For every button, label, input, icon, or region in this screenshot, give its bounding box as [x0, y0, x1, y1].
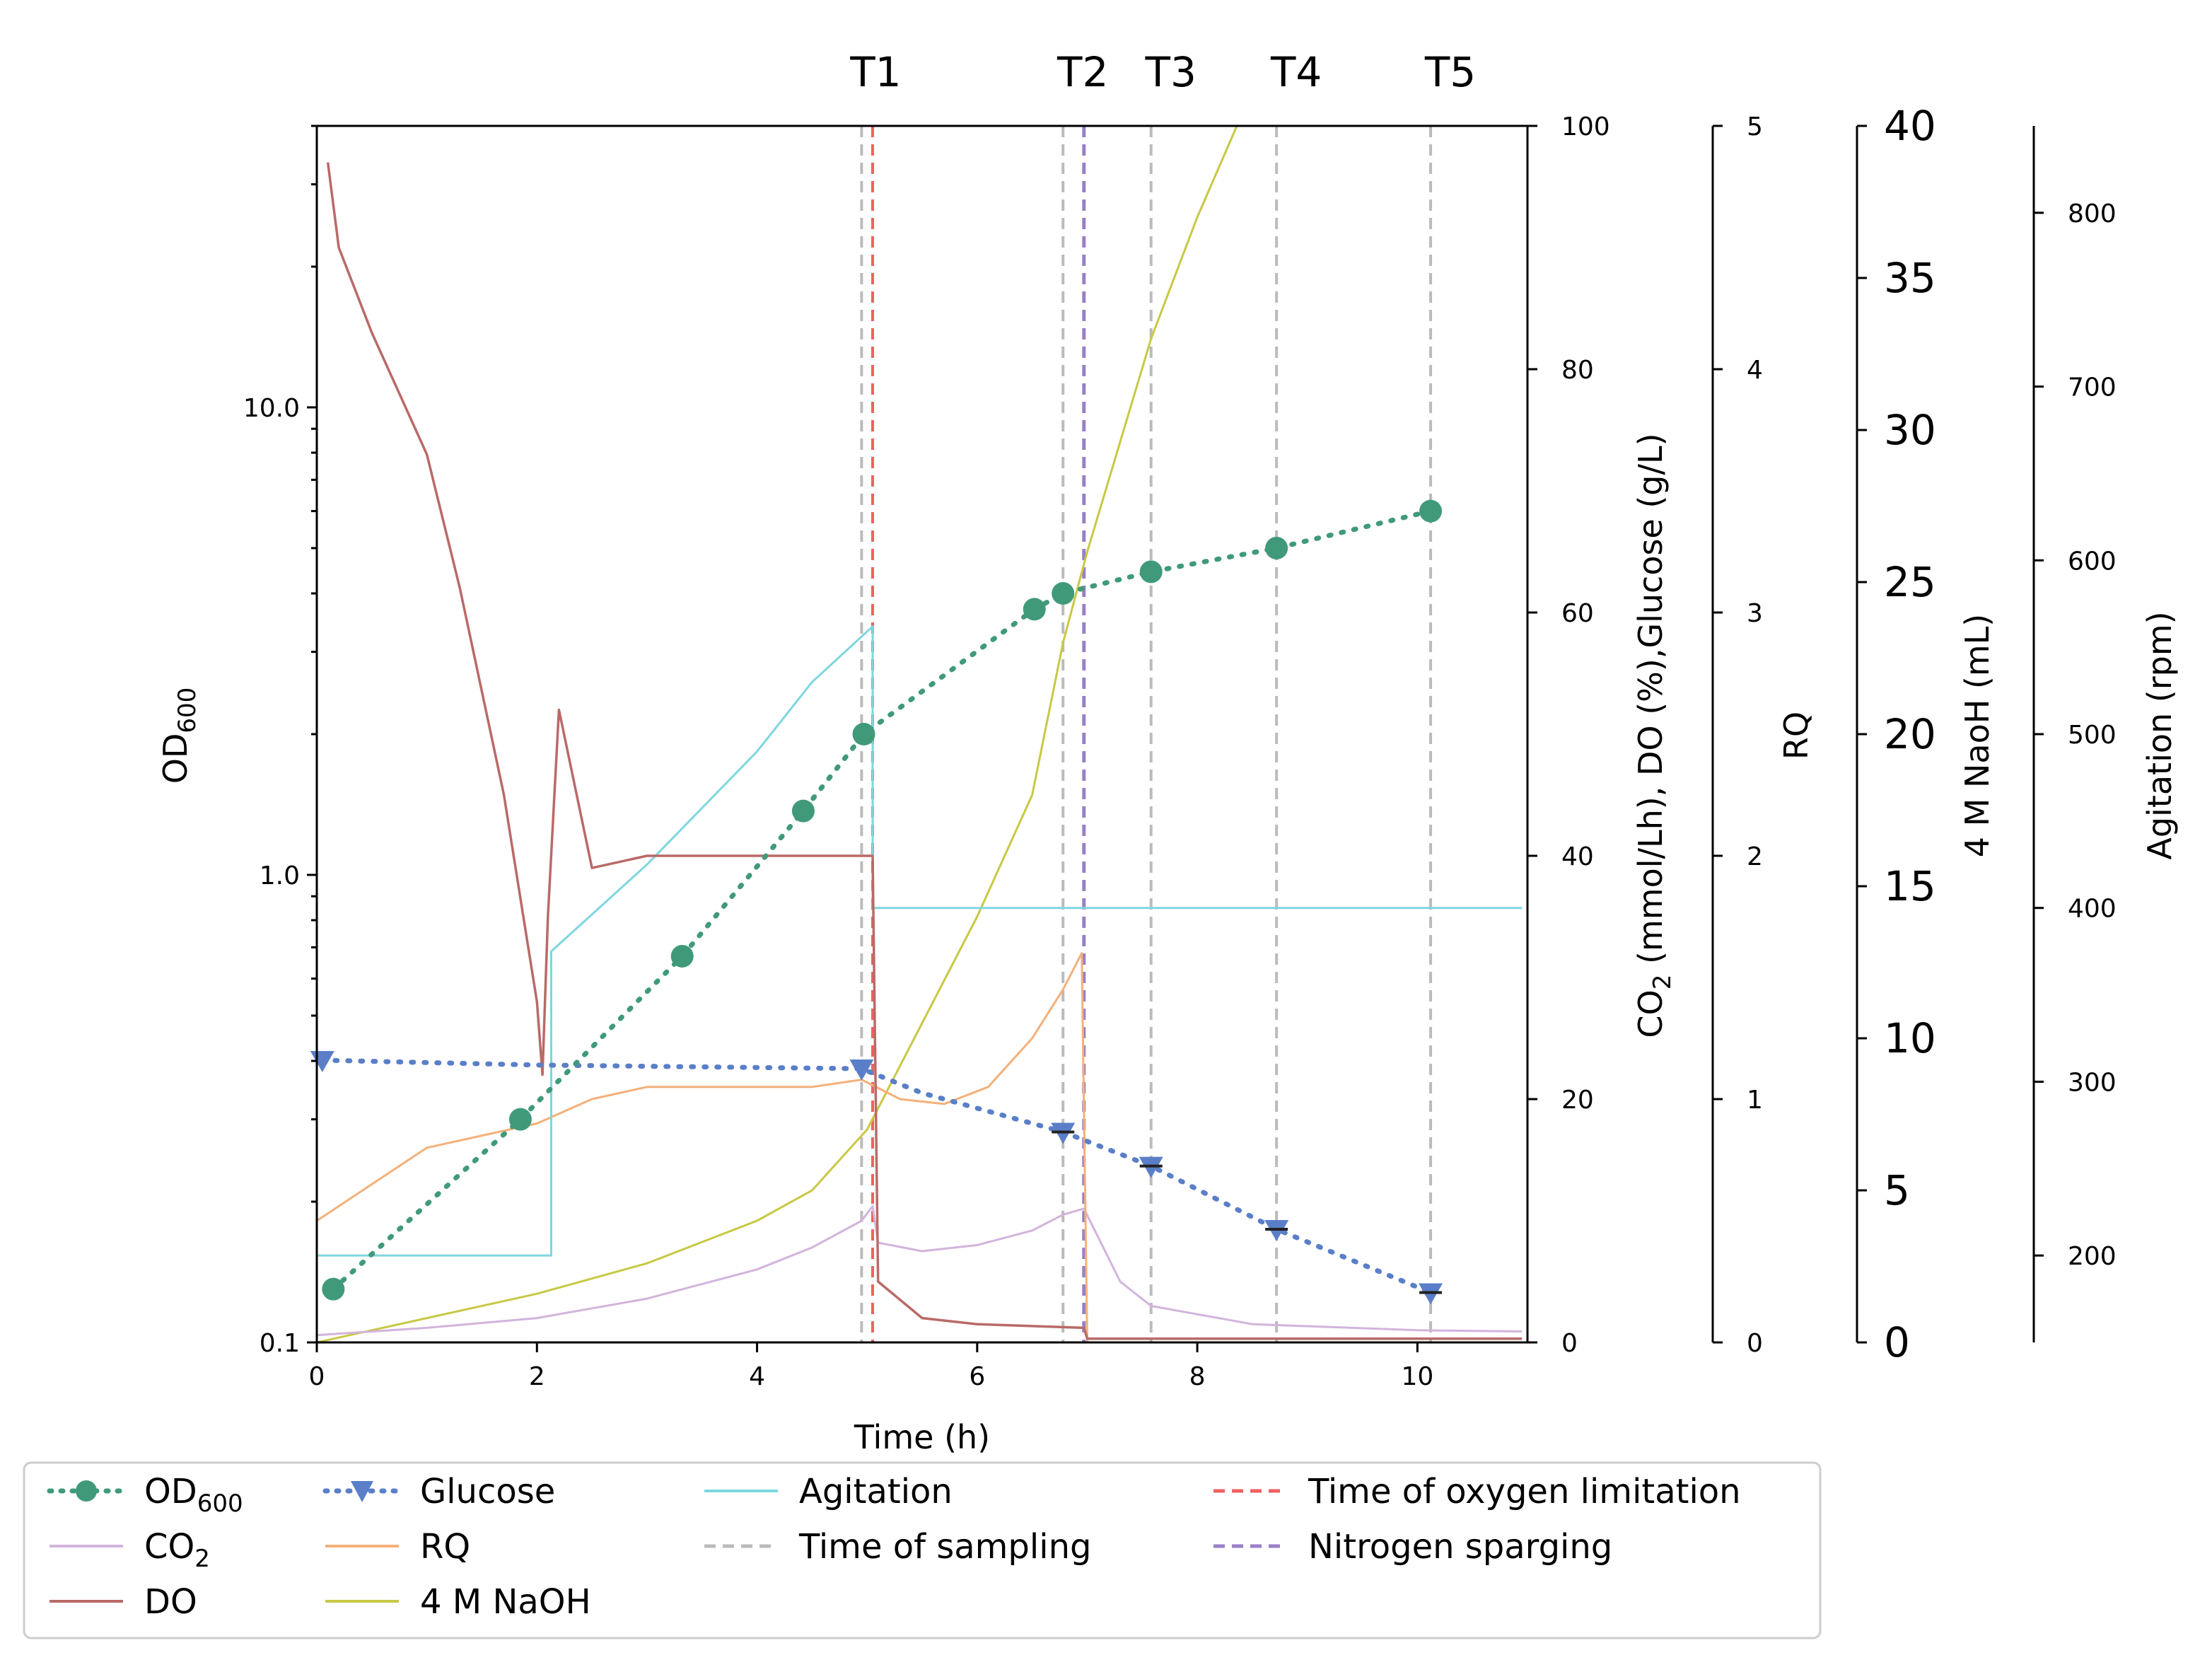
legend-label: OD600 — [144, 1472, 243, 1518]
legend-item-od: OD600 — [47, 1472, 243, 1518]
legend-item-naoh: 4 M NaOH — [325, 1582, 591, 1622]
sampling-label: T2 — [1056, 48, 1108, 96]
right-axis-label: CO2 (mmol/Lh), DO (%),Glucose (g/L) — [1631, 433, 1677, 1038]
x-tick-label: 4 — [749, 1362, 765, 1391]
right-tick-label: 40 — [1561, 842, 1594, 871]
od600-point — [670, 944, 694, 968]
od600-point — [322, 1277, 345, 1301]
od600-point — [1139, 560, 1163, 584]
sampling-label: T5 — [1424, 48, 1476, 96]
naoh-tick-label: 0 — [1884, 1318, 1910, 1366]
x-tick-label: 10 — [1401, 1362, 1433, 1391]
glucose-point — [849, 1059, 874, 1081]
agitation-tick-label: 500 — [2068, 721, 2117, 750]
legend-label: Time of sampling — [798, 1527, 1091, 1567]
legend-marker — [351, 1481, 373, 1502]
od600-point — [508, 1108, 532, 1131]
rq-tick-label: 2 — [1747, 842, 1763, 871]
x-tick-label: 0 — [309, 1362, 325, 1391]
legend-item-rq: RQ — [325, 1527, 470, 1567]
x-axis-label: Time (h) — [854, 1418, 990, 1456]
legend-label: DO — [144, 1582, 197, 1622]
legend-item-nitrogen: Nitrogen sparging — [1213, 1527, 1612, 1567]
right-tick-label: 80 — [1561, 356, 1594, 385]
naoh-tick-label: 40 — [1884, 102, 1936, 150]
naoh-axis-label: 4 M NaoH (mL) — [1958, 614, 1996, 857]
od600-point — [852, 723, 875, 745]
agitation-tick-label: 300 — [2068, 1068, 2117, 1097]
od-tick-label: 1.0 — [260, 861, 300, 890]
naoh-tick-label: 25 — [1884, 558, 1936, 606]
od-tick-label: 0.1 — [260, 1329, 300, 1358]
od600-point — [1265, 536, 1288, 559]
agitation-tick-label: 800 — [2068, 199, 2117, 228]
x-tick-label: 6 — [969, 1362, 985, 1391]
naoh-tick-label: 20 — [1884, 710, 1936, 758]
legend-marker — [76, 1480, 97, 1502]
x-tick-label: 8 — [1189, 1362, 1206, 1391]
right-tick-label: 20 — [1561, 1086, 1594, 1115]
right-tick-label: 100 — [1561, 112, 1610, 141]
od600-line — [330, 509, 1433, 1292]
rq-tick-label: 4 — [1747, 356, 1763, 385]
right-tick-label: 60 — [1561, 599, 1594, 628]
agitation-tick-label: 400 — [2068, 895, 2117, 924]
od600-point — [1419, 499, 1443, 523]
od600-point — [1052, 582, 1075, 605]
marker-layer — [310, 499, 1443, 1305]
legend-item-agitation: Agitation — [704, 1472, 953, 1511]
naoh-tick-label: 35 — [1884, 254, 1936, 302]
legend-box — [23, 1461, 1822, 1639]
axes-layer: 0 2 4 6 8 10 0.1 1.0 10.0 0 20 40 60 80 100 0 1 2 3 4 5 0 5 10 1… — [243, 102, 2117, 1391]
agitation-axis-label: Agitation (rpm) — [2141, 611, 2179, 859]
co2-line — [317, 1204, 1523, 1337]
rq-tick-label: 0 — [1747, 1329, 1763, 1358]
rq-axis-label: RQ — [1777, 712, 1815, 760]
legend-item-sampling: Time of sampling — [704, 1527, 1091, 1567]
right-tick-label: 0 — [1561, 1329, 1578, 1358]
rq-line — [317, 952, 1523, 1342]
legend-label: RQ — [420, 1527, 470, 1567]
od600-point — [791, 799, 815, 823]
glucose-line — [320, 1057, 1433, 1295]
agitation-line — [317, 625, 1523, 1257]
legend-label: Glucose — [420, 1472, 555, 1511]
do-line — [326, 162, 1523, 1340]
x-tick-label: 2 — [529, 1362, 545, 1391]
rq-tick-label: 5 — [1747, 112, 1763, 141]
agitation-tick-label: 200 — [2068, 1242, 2117, 1271]
legend-label: 4 M NaOH — [420, 1582, 591, 1622]
legend-item-do: DO — [50, 1582, 197, 1622]
naoh-line — [317, 126, 1238, 1342]
legend: OD600 Glucose Agitation Time of oxygen limi… — [47, 1472, 1741, 1622]
sampling-label: T4 — [1270, 48, 1322, 96]
naoh-tick-label: 30 — [1884, 406, 1936, 454]
od600-point — [1023, 598, 1046, 621]
naoh-tick-label: 15 — [1884, 862, 1936, 910]
od-axis-label: OD600 — [156, 687, 202, 784]
legend-item-oxygen: Time of oxygen limitation — [1213, 1472, 1741, 1511]
naoh-tick-label: 5 — [1884, 1166, 1910, 1214]
series-layer — [317, 126, 1523, 1342]
naoh-tick-label: 10 — [1884, 1014, 1936, 1062]
agitation-tick-label: 700 — [2068, 373, 2117, 402]
legend-label: Agitation — [799, 1472, 953, 1511]
legend-label: CO2 — [144, 1527, 210, 1573]
rq-tick-label: 1 — [1747, 1086, 1763, 1115]
od-tick-label: 10.0 — [243, 394, 300, 423]
legend-label: Nitrogen sparging — [1308, 1527, 1612, 1567]
legend-label: Time of oxygen limitation — [1308, 1472, 1741, 1511]
rq-tick-label: 3 — [1747, 599, 1763, 628]
sampling-label: T1 — [849, 48, 901, 96]
event-lines: T1 T2 T3 T4 T5 — [849, 48, 1476, 1342]
sampling-label: T3 — [1145, 48, 1197, 96]
legend-item-glucose: Glucose — [322, 1472, 555, 1511]
agitation-tick-label: 600 — [2068, 547, 2117, 576]
legend-item-co2: CO2 — [50, 1527, 210, 1573]
plot-frame — [315, 124, 1529, 1344]
